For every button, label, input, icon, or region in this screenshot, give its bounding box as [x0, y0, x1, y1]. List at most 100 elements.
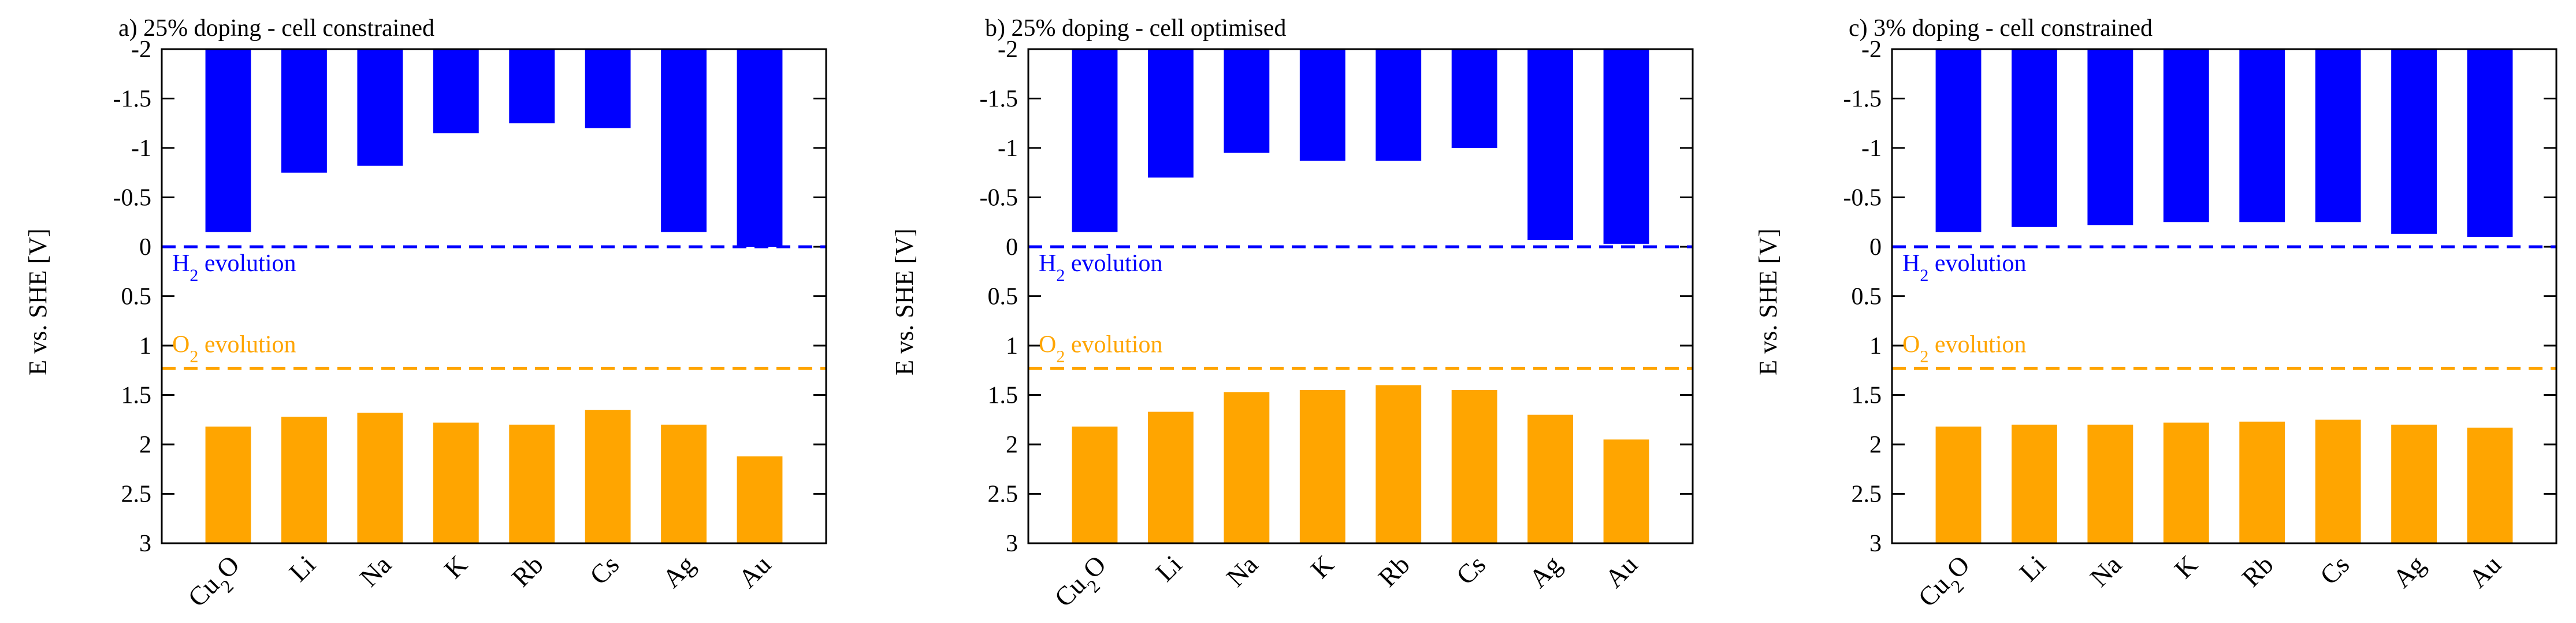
reference-label-h2: H2 evolution [172, 250, 296, 285]
panel-2: b) 25% doping - cell optimised E vs. SHE … [890, 15, 1694, 618]
reduction-bar-k [2163, 49, 2209, 222]
y-tick-label: -1.5 [1843, 86, 1882, 113]
y-tick-label: 0.5 [121, 284, 152, 310]
reduction-bar-cu2o [205, 49, 251, 232]
reference-label-o2: O2 evolution [1902, 331, 2027, 366]
y-tick-label: 1 [139, 333, 151, 359]
reference-label-h2: H2 evolution [1902, 250, 2027, 285]
y-tick-label: 1.5 [1852, 383, 1882, 409]
reference-label-h2: H2 evolution [1039, 250, 1163, 285]
y-tick-label: 2 [139, 432, 151, 458]
y-tick-label: -0.5 [113, 185, 152, 212]
reduction-bar-na [357, 49, 403, 166]
category-label: Cs [2314, 550, 2355, 590]
category-label: Li [284, 550, 321, 587]
category-label: K [438, 550, 473, 584]
y-tick-label: -2 [131, 36, 151, 63]
reduction-bar-cs [585, 49, 631, 128]
y-tick-label: 3 [1006, 531, 1018, 557]
oxidation-bar-ag [1527, 414, 1573, 543]
oxidation-bar-cs [1451, 390, 1497, 543]
category-label: Rb [1373, 550, 1415, 592]
y-tick-label: 0 [139, 234, 151, 261]
panel-title: b) 25% doping - cell optimised [985, 15, 1286, 42]
reduction-bar-li [2012, 49, 2057, 227]
category-label: Cs [1451, 550, 1491, 590]
category-label: Cu2O [1912, 550, 1981, 618]
y-tick-label: 1 [1006, 333, 1018, 359]
y-tick-label: 3 [1869, 531, 1882, 557]
reduction-bar-ag [1527, 49, 1573, 240]
reference-label-o2: O2 evolution [172, 331, 296, 366]
reduction-bar-rb [2239, 49, 2285, 222]
plot-frame [1027, 48, 1694, 544]
panel-title: a) 25% doping - cell constrained [118, 15, 434, 42]
reduction-bar-rb [1376, 49, 1422, 161]
oxidation-bar-cs [585, 410, 631, 543]
y-tick-label: 1.5 [988, 383, 1018, 409]
y-tick-label: 0 [1869, 234, 1882, 261]
panel-1: a) 25% doping - cell constrained E vs. SH… [24, 15, 827, 618]
category-label: Cu2O [1049, 550, 1117, 618]
y-tick-label: -1.5 [113, 86, 152, 113]
reduction-bar-k [433, 49, 479, 134]
y-tick-label: 0.5 [988, 284, 1018, 310]
plot-frame [161, 48, 827, 544]
reduction-bar-na [1224, 49, 1270, 153]
oxidation-bar-na [357, 413, 403, 543]
oxidation-bar-na [1224, 392, 1270, 543]
oxidation-bar-ag [2391, 424, 2437, 543]
category-label: K [2169, 550, 2203, 584]
reference-label-o2: O2 evolution [1039, 331, 1163, 366]
y-tick-label: 2.5 [1852, 481, 1882, 508]
reduction-bar-cs [2315, 49, 2361, 222]
reduction-bar-cs [1451, 49, 1497, 148]
y-tick-label: -0.5 [1843, 185, 1882, 212]
oxidation-bar-rb [509, 424, 555, 543]
reduction-bar-au [1603, 49, 1649, 244]
y-axis-label: E vs. SHE [V] [24, 228, 52, 375]
reduction-bar-li [1148, 49, 1194, 178]
category-label: Li [1150, 550, 1188, 587]
y-tick-label: -1 [1861, 135, 1882, 162]
category-label: Au [2463, 550, 2507, 594]
y-tick-label: 2.5 [121, 481, 152, 508]
reduction-bar-ag [661, 49, 707, 232]
panel-3: c) 3% doping - cell constrained E vs. SHE… [1754, 15, 2558, 618]
y-axis-label: E vs. SHE [V] [1754, 228, 1782, 375]
reduction-bar-rb [509, 49, 555, 124]
reduction-bar-cu2o [1935, 49, 1982, 232]
oxidation-bar-ag [661, 424, 707, 543]
y-tick-label: -1.5 [980, 86, 1018, 113]
oxidation-bar-rb [1376, 385, 1422, 543]
category-label: Au [1599, 550, 1643, 594]
y-tick-label: -2 [1861, 36, 1882, 63]
y-tick-label: 3 [139, 531, 151, 557]
category-label: Na [354, 550, 397, 592]
oxidation-bar-rb [2239, 421, 2285, 543]
panel-title: c) 3% doping - cell constrained [1849, 15, 2153, 42]
category-label: Au [733, 550, 776, 594]
y-tick-label: -0.5 [980, 185, 1018, 212]
category-label: K [1305, 550, 1340, 584]
reduction-bar-ag [2391, 49, 2437, 234]
oxidation-bar-na [2087, 424, 2133, 543]
category-label: Cu2O [182, 550, 251, 618]
y-tick-label: -1 [131, 135, 151, 162]
y-tick-label: 1.5 [121, 383, 152, 409]
oxidation-bar-au [2467, 427, 2513, 543]
oxidation-bar-cs [2315, 420, 2361, 543]
y-tick-label: -1 [998, 135, 1018, 162]
reduction-bar-na [2087, 49, 2133, 225]
plot-frame [1891, 48, 2558, 544]
y-tick-label: 2.5 [988, 481, 1018, 508]
oxidation-bar-cu2o [205, 427, 251, 543]
oxidation-bar-au [1603, 439, 1649, 543]
oxidation-bar-k [433, 422, 479, 543]
y-tick-label: 0 [1006, 234, 1018, 261]
category-label: Ag [2387, 550, 2431, 594]
reduction-bar-k [1299, 49, 1345, 161]
category-label: Ag [657, 550, 701, 594]
